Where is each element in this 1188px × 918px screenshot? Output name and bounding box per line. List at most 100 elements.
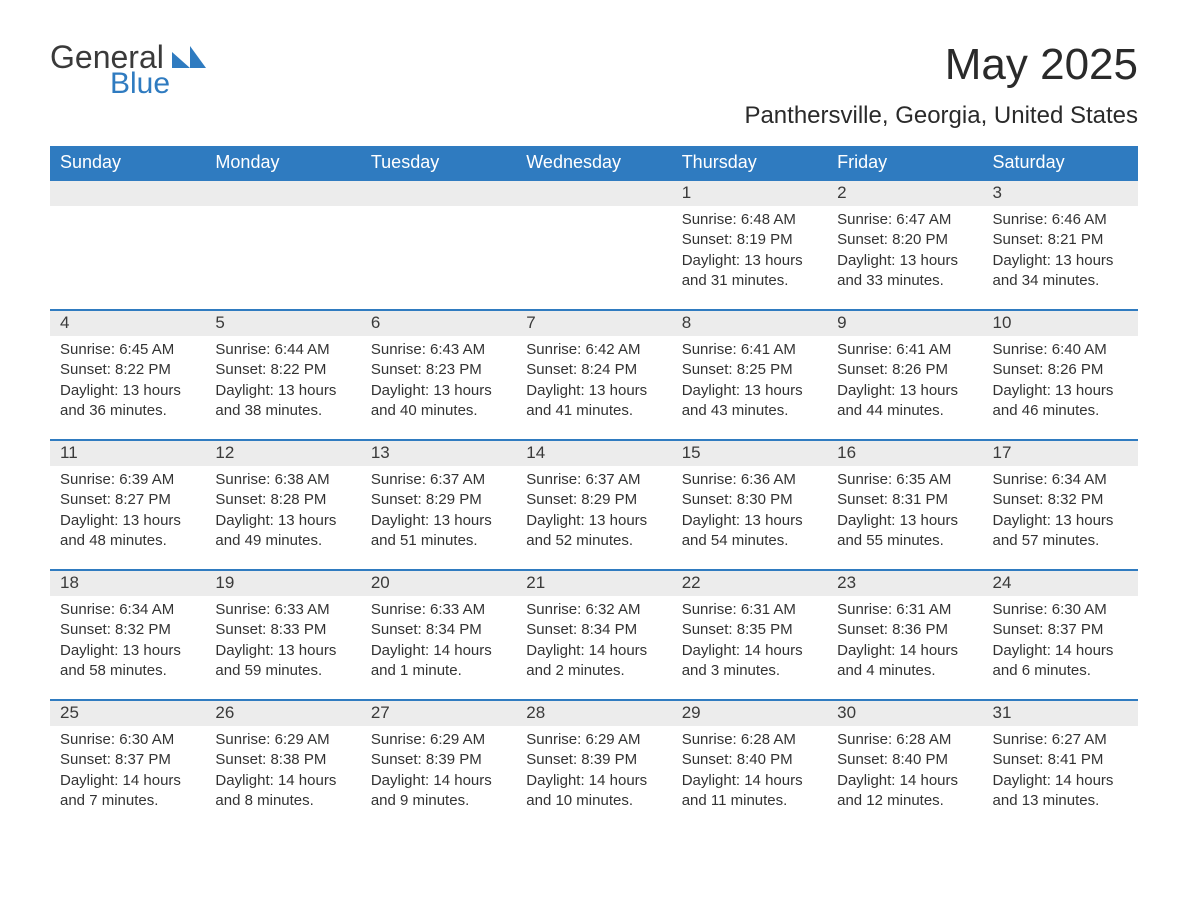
title-block: May 2025 Panthersville, Georgia, United … [744,40,1138,140]
empty-daynum-band [516,181,671,206]
day-details: Sunrise: 6:38 AMSunset: 8:28 PMDaylight:… [205,466,360,559]
daylight-line: Daylight: 14 hours and 3 minutes. [682,641,817,682]
day-details: Sunrise: 6:33 AMSunset: 8:34 PMDaylight:… [361,596,516,689]
day-number: 8 [672,311,827,336]
daylight-line: Daylight: 13 hours and 54 minutes. [682,511,817,552]
day-details: Sunrise: 6:42 AMSunset: 8:24 PMDaylight:… [516,336,671,429]
calendar-row: 11Sunrise: 6:39 AMSunset: 8:27 PMDayligh… [50,439,1138,569]
sunrise-line: Sunrise: 6:29 AM [215,730,350,750]
daylight-line: Daylight: 13 hours and 52 minutes. [526,511,661,552]
sunset-line: Sunset: 8:20 PM [837,230,972,250]
day-details: Sunrise: 6:30 AMSunset: 8:37 PMDaylight:… [983,596,1138,689]
daylight-line: Daylight: 14 hours and 11 minutes. [682,771,817,812]
calendar-cell: 17Sunrise: 6:34 AMSunset: 8:32 PMDayligh… [983,441,1138,569]
daylight-line: Daylight: 14 hours and 6 minutes. [993,641,1128,682]
day-details: Sunrise: 6:27 AMSunset: 8:41 PMDaylight:… [983,726,1138,819]
sunset-line: Sunset: 8:37 PM [60,750,195,770]
sunset-line: Sunset: 8:40 PM [682,750,817,770]
daylight-line: Daylight: 13 hours and 49 minutes. [215,511,350,552]
weekday-header: Wednesday [516,146,671,181]
daylight-line: Daylight: 14 hours and 10 minutes. [526,771,661,812]
daylight-line: Daylight: 13 hours and 55 minutes. [837,511,972,552]
daylight-line: Daylight: 13 hours and 34 minutes. [993,251,1128,292]
day-number: 30 [827,701,982,726]
sunrise-line: Sunrise: 6:41 AM [682,340,817,360]
sunset-line: Sunset: 8:23 PM [371,360,506,380]
calendar-row: 25Sunrise: 6:30 AMSunset: 8:37 PMDayligh… [50,699,1138,829]
sunset-line: Sunset: 8:39 PM [371,750,506,770]
daylight-line: Daylight: 13 hours and 44 minutes. [837,381,972,422]
sunrise-line: Sunrise: 6:30 AM [60,730,195,750]
daylight-line: Daylight: 13 hours and 57 minutes. [993,511,1128,552]
sunrise-line: Sunrise: 6:27 AM [993,730,1128,750]
daylight-line: Daylight: 13 hours and 33 minutes. [837,251,972,292]
day-number: 26 [205,701,360,726]
sunrise-line: Sunrise: 6:28 AM [682,730,817,750]
day-details: Sunrise: 6:31 AMSunset: 8:36 PMDaylight:… [827,596,982,689]
sunset-line: Sunset: 8:29 PM [371,490,506,510]
calendar-cell: 9Sunrise: 6:41 AMSunset: 8:26 PMDaylight… [827,311,982,439]
sunset-line: Sunset: 8:28 PM [215,490,350,510]
daylight-line: Daylight: 14 hours and 9 minutes. [371,771,506,812]
day-number: 4 [50,311,205,336]
day-number: 25 [50,701,205,726]
day-number: 20 [361,571,516,596]
day-details: Sunrise: 6:41 AMSunset: 8:26 PMDaylight:… [827,336,982,429]
sunset-line: Sunset: 8:25 PM [682,360,817,380]
day-details: Sunrise: 6:45 AMSunset: 8:22 PMDaylight:… [50,336,205,429]
daylight-line: Daylight: 14 hours and 1 minute. [371,641,506,682]
sunrise-line: Sunrise: 6:33 AM [215,600,350,620]
day-number: 14 [516,441,671,466]
day-details: Sunrise: 6:30 AMSunset: 8:37 PMDaylight:… [50,726,205,819]
day-number: 29 [672,701,827,726]
calendar-cell [516,181,671,309]
calendar-cell: 13Sunrise: 6:37 AMSunset: 8:29 PMDayligh… [361,441,516,569]
day-number: 18 [50,571,205,596]
day-number: 3 [983,181,1138,206]
sunset-line: Sunset: 8:38 PM [215,750,350,770]
calendar-cell: 21Sunrise: 6:32 AMSunset: 8:34 PMDayligh… [516,571,671,699]
sunset-line: Sunset: 8:22 PM [215,360,350,380]
day-number: 27 [361,701,516,726]
calendar-row: 4Sunrise: 6:45 AMSunset: 8:22 PMDaylight… [50,309,1138,439]
calendar-cell: 16Sunrise: 6:35 AMSunset: 8:31 PMDayligh… [827,441,982,569]
daylight-line: Daylight: 13 hours and 58 minutes. [60,641,195,682]
calendar-cell: 22Sunrise: 6:31 AMSunset: 8:35 PMDayligh… [672,571,827,699]
daylight-line: Daylight: 13 hours and 40 minutes. [371,381,506,422]
daylight-line: Daylight: 14 hours and 13 minutes. [993,771,1128,812]
brand-flag-icon [172,46,206,72]
sunrise-line: Sunrise: 6:43 AM [371,340,506,360]
day-details: Sunrise: 6:40 AMSunset: 8:26 PMDaylight:… [983,336,1138,429]
day-details: Sunrise: 6:34 AMSunset: 8:32 PMDaylight:… [50,596,205,689]
day-number: 19 [205,571,360,596]
day-details: Sunrise: 6:33 AMSunset: 8:33 PMDaylight:… [205,596,360,689]
day-details: Sunrise: 6:34 AMSunset: 8:32 PMDaylight:… [983,466,1138,559]
daylight-line: Daylight: 14 hours and 12 minutes. [837,771,972,812]
calendar-cell: 19Sunrise: 6:33 AMSunset: 8:33 PMDayligh… [205,571,360,699]
sunrise-line: Sunrise: 6:31 AM [682,600,817,620]
sunset-line: Sunset: 8:27 PM [60,490,195,510]
sunset-line: Sunset: 8:33 PM [215,620,350,640]
day-number: 16 [827,441,982,466]
daylight-line: Daylight: 13 hours and 46 minutes. [993,381,1128,422]
calendar-cell: 8Sunrise: 6:41 AMSunset: 8:25 PMDaylight… [672,311,827,439]
calendar-cell: 5Sunrise: 6:44 AMSunset: 8:22 PMDaylight… [205,311,360,439]
sunrise-line: Sunrise: 6:48 AM [682,210,817,230]
sunrise-line: Sunrise: 6:38 AM [215,470,350,490]
day-number: 13 [361,441,516,466]
calendar-cell: 1Sunrise: 6:48 AMSunset: 8:19 PMDaylight… [672,181,827,309]
brand-word-2: Blue [110,69,170,99]
calendar: SundayMondayTuesdayWednesdayThursdayFrid… [50,146,1138,829]
sunrise-line: Sunrise: 6:36 AM [682,470,817,490]
day-number: 28 [516,701,671,726]
calendar-cell: 15Sunrise: 6:36 AMSunset: 8:30 PMDayligh… [672,441,827,569]
day-number: 1 [672,181,827,206]
day-details: Sunrise: 6:43 AMSunset: 8:23 PMDaylight:… [361,336,516,429]
calendar-cell: 23Sunrise: 6:31 AMSunset: 8:36 PMDayligh… [827,571,982,699]
sunset-line: Sunset: 8:35 PM [682,620,817,640]
calendar-row: 18Sunrise: 6:34 AMSunset: 8:32 PMDayligh… [50,569,1138,699]
calendar-cell [205,181,360,309]
calendar-cell: 14Sunrise: 6:37 AMSunset: 8:29 PMDayligh… [516,441,671,569]
day-details: Sunrise: 6:36 AMSunset: 8:30 PMDaylight:… [672,466,827,559]
empty-daynum-band [361,181,516,206]
